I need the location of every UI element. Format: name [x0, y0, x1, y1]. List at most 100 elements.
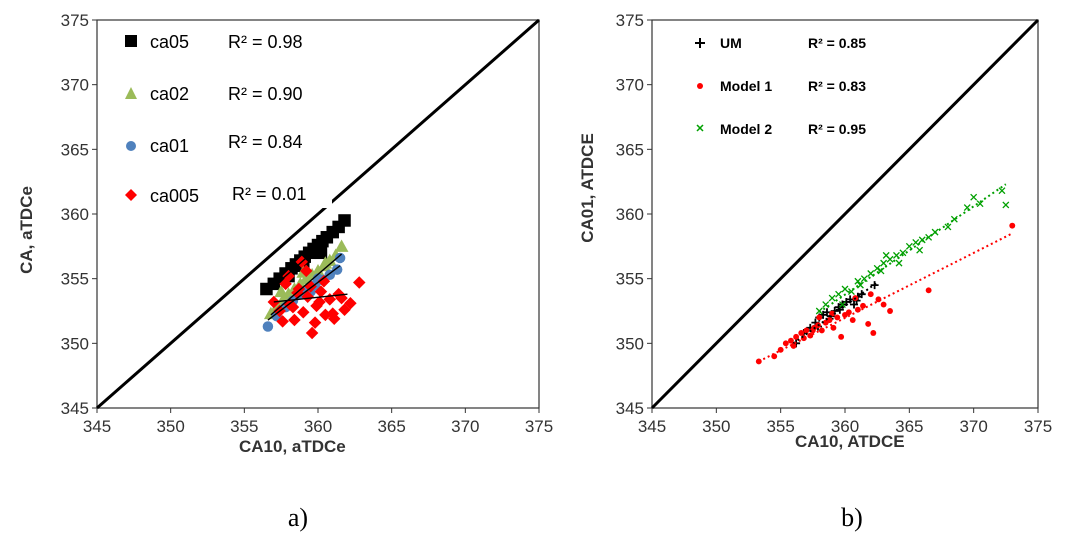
point-ca05-18: [314, 246, 328, 260]
identity-line-b: [650, 18, 1040, 410]
point-model-1-33: [867, 291, 874, 298]
y-tick-label-b-360: 360: [616, 205, 644, 224]
legend-item-um: UM R² = 0.85: [695, 35, 866, 51]
trendline-ca05: [265, 223, 345, 294]
x-axis-label-b: CA10, ATDCE: [795, 432, 905, 451]
point-model-2-4: [841, 285, 849, 293]
point-model-2-30: [916, 246, 924, 254]
point-model-1-26: [887, 308, 893, 314]
point-model-2-31: [882, 251, 890, 259]
point-model-2-26: [838, 301, 846, 308]
y-tick-label-b-350: 350: [616, 334, 644, 353]
point-ca005-7: [301, 290, 314, 304]
point-ca005-16: [344, 296, 357, 310]
y-tick-label-a-370: 370: [61, 76, 89, 95]
legend-item-ca01: ca01 R² = 0.84: [126, 132, 303, 156]
point-ca01-0: [262, 321, 274, 332]
point-model-2-10: [880, 259, 888, 267]
legend-item-ca05: ca05 R² = 0.98: [125, 32, 303, 52]
point-ca01-10: [334, 252, 346, 264]
point-ca005-10: [314, 285, 328, 298]
legend-marker-um: [695, 38, 705, 48]
legend-a: ca05 R² = 0.98 ca02 R² = 0.90 ca01 R² = …: [112, 28, 332, 208]
point-ca005-20: [299, 264, 313, 278]
point-ca005-23: [326, 307, 339, 320]
point-ca005-26: [313, 295, 326, 309]
identity-line-a: [96, 18, 540, 410]
legend-marker-ca005: [125, 189, 137, 201]
point-model-1-27: [925, 287, 932, 294]
legend-r2-model-1: R² = 0.83: [808, 78, 866, 94]
y-tick-label-a-360: 360: [61, 205, 89, 224]
point-model-2-16: [918, 236, 926, 244]
point-ca02-13: [274, 284, 289, 298]
tick-labels-a: 345 350 355 360 365 370 375 345 350 355 360 365 370 3…: [61, 11, 554, 436]
trendline-ca005: [273, 293, 348, 303]
point-model-1-15: [834, 314, 841, 321]
x-tick-label-a-360: 360: [304, 417, 332, 436]
point-model-1-28: [1009, 222, 1016, 229]
plot-marks-a: [96, 18, 540, 410]
point-model-1-7: [803, 327, 810, 334]
point-ca005-6: [297, 306, 310, 319]
point-ca005-18: [282, 269, 295, 283]
legend-marker-model-1: [697, 83, 703, 89]
panel-label-a: a): [288, 503, 308, 532]
x-tick-label-b-350: 350: [702, 417, 730, 436]
point-ca005-22: [317, 275, 331, 288]
legend-r2-ca01: R² = 0.84: [228, 132, 303, 152]
y-axis-label-b: CA01, ATDCE: [578, 133, 597, 243]
point-model-1-3: [782, 340, 789, 347]
trendline-um: [792, 281, 878, 345]
x-tick-label-b-370: 370: [959, 417, 987, 436]
point-model-2-22: [970, 193, 978, 201]
point-model-2-15: [912, 238, 920, 246]
trendline-model-1: [758, 232, 1013, 363]
point-model-2-27: [856, 281, 864, 289]
y-tick-label-b-355: 355: [616, 270, 644, 289]
x-axis-label-a: CA10, aTDCe: [239, 437, 346, 456]
trendline-ca01: [267, 265, 341, 321]
point-model-1-14: [830, 324, 837, 331]
point-ca005-21: [308, 316, 322, 329]
y-tick-label-a-350: 350: [61, 334, 89, 353]
y-tick-label-a-345: 345: [61, 399, 89, 418]
point-model-2-6: [854, 277, 862, 285]
point-model-1-29: [790, 342, 797, 349]
legend-box-a: [112, 28, 332, 208]
x-tick-label-a-345: 345: [83, 417, 111, 436]
legend-item-model-1: Model 1 R² = 0.83: [697, 78, 866, 94]
y-tick-label-b-370: 370: [616, 76, 644, 95]
legend-label-ca05: ca05: [150, 32, 189, 52]
legend-label-model-1: Model 1: [720, 78, 772, 94]
point-model-2-8: [867, 270, 875, 277]
point-model-2-13: [899, 249, 907, 257]
legend-item-ca005: ca005 R² = 0.01: [125, 184, 307, 206]
point-model-1-5: [793, 333, 800, 340]
legend-marker-ca02: [125, 87, 137, 99]
legend-b: UM R² = 0.85 Model 1 R² = 0.83 Model 2 R…: [668, 28, 880, 148]
y-axis-label-a: CA, aTDCe: [17, 186, 36, 274]
point-model-1-19: [849, 317, 856, 323]
point-model-2-28: [877, 267, 885, 275]
point-model-1-25: [880, 301, 887, 308]
point-model-1-31: [829, 310, 836, 317]
legend-item-ca02: ca02 R² = 0.90: [125, 84, 303, 104]
legend-r2-ca02: R² = 0.90: [228, 84, 303, 104]
point-model-1-2: [777, 346, 784, 353]
y-tick-label-b-345: 345: [616, 399, 644, 418]
point-model-1-21: [860, 302, 866, 309]
point-ca01-9: [331, 264, 343, 275]
point-model-2-19: [944, 223, 952, 231]
x-tick-label-a-375: 375: [525, 417, 553, 436]
point-um-16: [870, 281, 879, 290]
chart-panel-a: 345 350 355 360 365 370 375 345 350 355 360 365 370 3…: [17, 11, 553, 532]
legend-marker-model-2: [696, 124, 704, 132]
chart-panel-b: 345 350 355 360 365 370 375 345 350 355 360 365 370 3…: [578, 11, 1052, 532]
point-model-1-20: [854, 306, 861, 313]
legend-label-um: UM: [720, 35, 742, 51]
trendline-ca02: [270, 253, 343, 316]
point-model-2-3: [835, 290, 843, 298]
legend-r2-ca05: R² = 0.98: [228, 32, 303, 52]
